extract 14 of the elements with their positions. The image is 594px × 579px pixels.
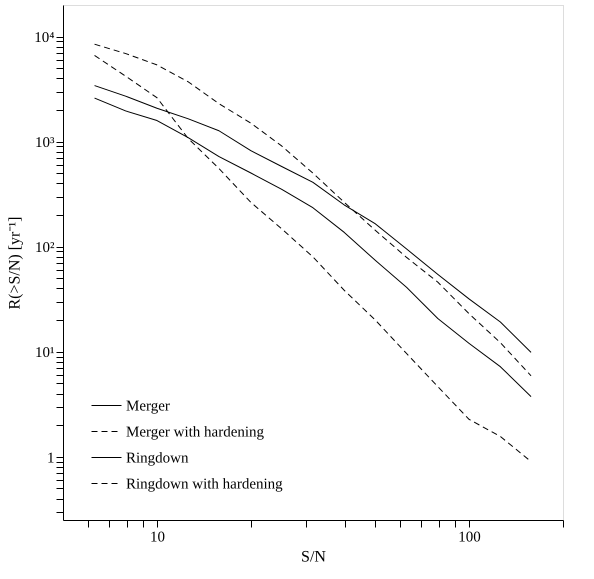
legend-label: Ringdown bbox=[126, 450, 190, 466]
y-tick-label: 10³ bbox=[35, 135, 55, 152]
x-tick-label: 100 bbox=[458, 530, 481, 546]
x-tick-label: 10 bbox=[150, 530, 165, 546]
y-tick-label: 1 bbox=[47, 450, 54, 466]
legend-label: Merger bbox=[126, 398, 170, 414]
x-axis-title: S/N bbox=[301, 548, 326, 566]
legend-label: Merger with hardening bbox=[126, 424, 265, 440]
y-tick-label: 10² bbox=[35, 240, 55, 256]
line-series bbox=[94, 44, 532, 376]
y-tick-label: 10¹ bbox=[35, 345, 54, 362]
legend-label: Ringdown with hardening bbox=[126, 476, 284, 492]
y-axis-title: R(>S/N) [yr⁻¹] bbox=[6, 216, 24, 310]
y-tick-label: 10⁴ bbox=[34, 30, 54, 46]
